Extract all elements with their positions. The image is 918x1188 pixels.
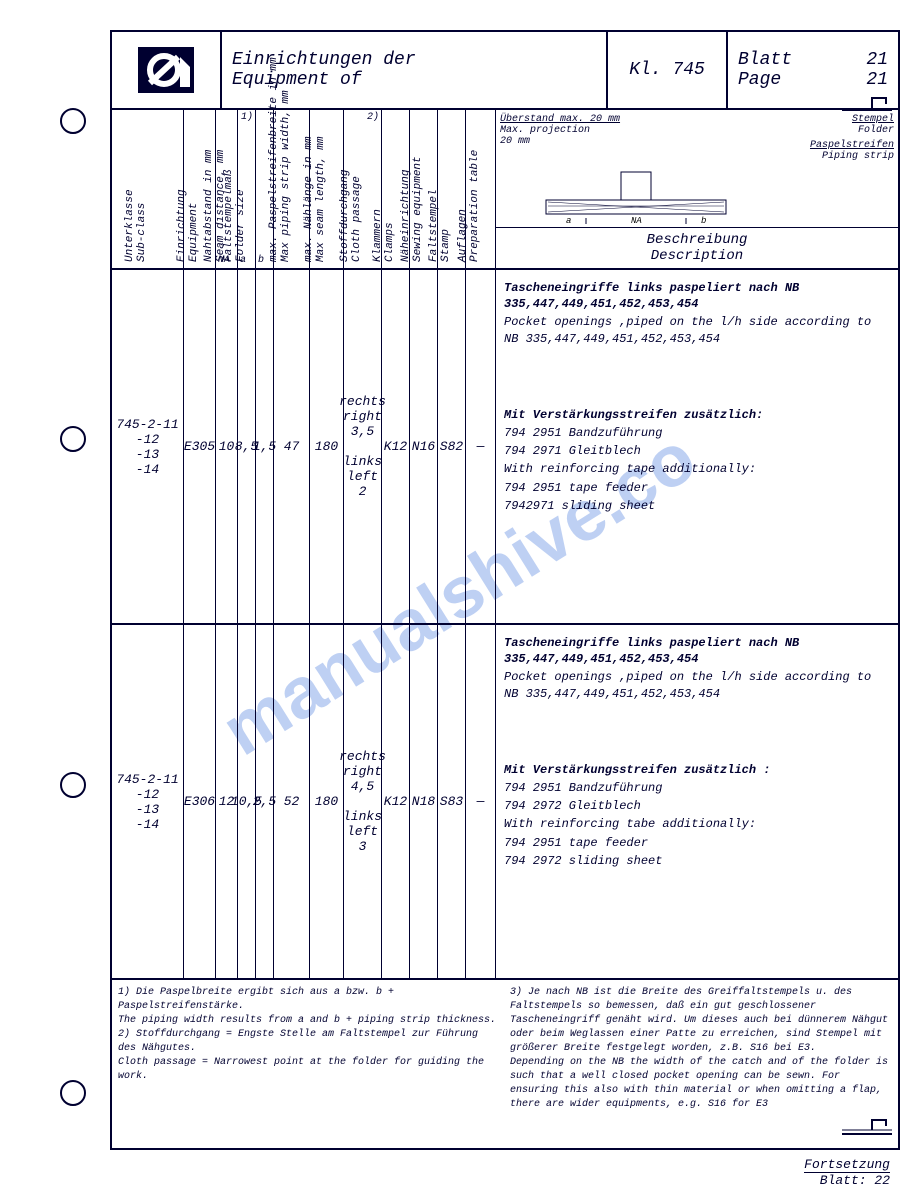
data-cell: E305 (184, 270, 216, 623)
blatt-num: 21 (866, 50, 888, 70)
data-cell: 745-2-11-12-13-14 (112, 625, 184, 978)
footnote-text: The piping width results from a and b + … (118, 1014, 500, 1028)
column-header: UnterklasseSub-class (112, 110, 184, 268)
description-cell: Tascheneingriffe links paspeliert nach N… (496, 270, 898, 623)
page-frame: Einrichtungen der Equipment of Kl. 745 B… (110, 30, 900, 1150)
footnote-text: Cloth passage = Narrowest point at the f… (118, 1056, 500, 1084)
svg-text:NA: NA (631, 216, 642, 225)
page-label: Page (738, 70, 781, 90)
data-cell: rechtsright3,5linksleft2 (344, 270, 382, 623)
data-row-2: 745-2-11-12-13-14E3061210,52,552180recht… (112, 625, 898, 980)
data-cell: K12 (382, 625, 410, 978)
data-cell: N18 (410, 625, 438, 978)
folder-diagram: Überstand max. 20 mm Max. projection 20 … (496, 110, 898, 228)
data-cell: E306 (184, 625, 216, 978)
class-cell: Kl. 745 (608, 32, 728, 108)
data-cell: K12 (382, 270, 410, 623)
continuation-en: Blatt: 22 (804, 1172, 890, 1188)
data-cell: rechtsright4,5linksleft3 (344, 625, 382, 978)
binder-hole (60, 426, 86, 452)
footnote-text: 1) Die Paspelbreite ergibt sich aus a bz… (118, 986, 500, 1014)
description-header: Überstand max. 20 mm Max. projection 20 … (496, 110, 898, 268)
footnotes: 1) Die Paspelbreite ergibt sich aus a bz… (112, 980, 898, 1085)
blatt-label: Blatt (738, 50, 792, 70)
binder-hole (60, 1080, 86, 1106)
data-cell: 47 (274, 270, 310, 623)
binder-hole (60, 772, 86, 798)
logo-cell (112, 32, 222, 108)
data-cell: 2,5 (256, 625, 274, 978)
page-num: 21 (866, 70, 888, 90)
data-cell: 745-2-11-12-13-14 (112, 270, 184, 623)
data-cell: 52 (274, 625, 310, 978)
footnote-left: 1) Die Paspelbreite ergibt sich aus a bz… (118, 986, 500, 1079)
header-row: Einrichtungen der Equipment of Kl. 745 B… (112, 32, 898, 110)
svg-text:a: a (566, 216, 571, 225)
footnote-text: Depending on the NB the width of the cat… (510, 1056, 892, 1112)
column-header: AuflagenPreparation table (466, 110, 496, 268)
binder-hole (60, 108, 86, 134)
data-cell: — (466, 625, 496, 978)
data-cell: 1,5 (256, 270, 274, 623)
description-cell: Tascheneingriffe links paspeliert nach N… (496, 625, 898, 978)
logo-icon (136, 45, 196, 95)
data-cell: — (466, 270, 496, 623)
continuation-de: Fortsetzung (804, 1157, 890, 1172)
data-cell: S83 (438, 625, 466, 978)
continuation: Fortsetzung Blatt: 22 (804, 1157, 890, 1188)
footnote-text: 2) Stoffdurchgang = Engste Stelle am Fal… (118, 1028, 500, 1056)
column-header-row: UnterklasseSub-classEinrichtungEquipment… (112, 110, 898, 270)
footnote-text: 3) Je nach NB ist die Breite des Greiffa… (510, 986, 892, 1056)
data-row-1: 745-2-11-12-13-14E305108,51,547180rechts… (112, 270, 898, 625)
data-cell: S82 (438, 270, 466, 623)
svg-text:b: b (701, 216, 706, 225)
data-cell: N16 (410, 270, 438, 623)
footnote-right: 3) Je nach NB ist die Breite des Greiffa… (510, 986, 892, 1079)
column-header: FaltstempelmaßFolder size1)a (238, 110, 256, 268)
